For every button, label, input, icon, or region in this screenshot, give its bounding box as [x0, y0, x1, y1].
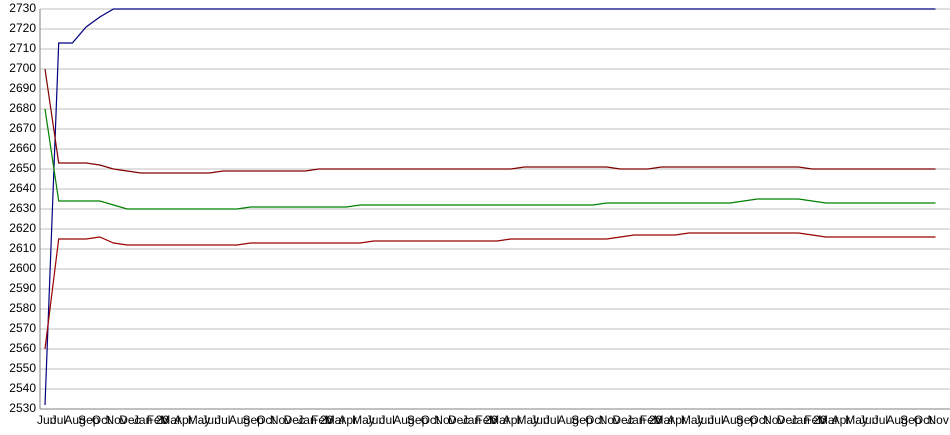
x-tick-label: Oct — [421, 413, 440, 427]
y-tick-label: 2730 — [9, 1, 36, 15]
x-tick-label: Dec — [777, 413, 798, 427]
y-tick-label: 2550 — [9, 361, 36, 375]
y-tick-label: 2650 — [9, 161, 36, 175]
x-tick-label: Jan 20 — [462, 413, 498, 427]
y-tick-label: 2580 — [9, 301, 36, 315]
y-tick-label: 2530 — [9, 401, 36, 415]
x-tick-label: Jul — [51, 413, 66, 427]
x-tick-label: Feb — [640, 413, 661, 427]
x-tick-label: Oct — [914, 413, 933, 427]
x-tick-label: Oct — [92, 413, 111, 427]
x-tick-label: Oct — [256, 413, 275, 427]
x-tick-label: Aug — [886, 413, 907, 427]
x-tick-label: Jul — [380, 413, 395, 427]
y-tick-label: 2600 — [9, 261, 36, 275]
x-tick-label: May — [517, 413, 540, 427]
x-tick-label: Jan 20 — [297, 413, 333, 427]
x-tick-label: Sep — [243, 413, 265, 427]
x-tick-label: May — [188, 413, 211, 427]
x-tick-label: Jun — [37, 413, 56, 427]
y-tick-label: 2620 — [9, 221, 36, 235]
x-tick-label: Nov — [928, 413, 949, 427]
y-tick-label: 2610 — [9, 241, 36, 255]
y-tick-label: 2570 — [9, 321, 36, 335]
x-tick-label: May — [681, 413, 704, 427]
x-tick-label: May — [845, 413, 868, 427]
x-tick-label: Mar — [818, 413, 839, 427]
x-tick-label: Nov — [599, 413, 620, 427]
x-tick-label: Feb — [804, 413, 825, 427]
y-tick-label: 2630 — [9, 201, 36, 215]
x-tick-label: Jun — [859, 413, 878, 427]
line-series — [44, 108, 936, 210]
y-tick-label: 2540 — [9, 381, 36, 395]
x-tick-label: Mar — [489, 413, 510, 427]
x-tick-label: Sep — [78, 413, 100, 427]
x-tick-label: Jul — [873, 413, 888, 427]
x-tick-label: Dec — [612, 413, 633, 427]
x-tick-label: Jul — [544, 413, 559, 427]
y-tick-label: 2640 — [9, 181, 36, 195]
x-tick-label: Apr — [338, 413, 357, 427]
x-tick-label: Mar — [160, 413, 181, 427]
x-tick-label: Nov — [763, 413, 784, 427]
y-tick-label: 2710 — [9, 41, 36, 55]
y-tick-label: 2700 — [9, 61, 36, 75]
x-tick-label: Aug — [722, 413, 743, 427]
line-series — [44, 68, 936, 174]
x-tick-label: Sep — [571, 413, 593, 427]
x-tick-label: Feb — [147, 413, 168, 427]
y-tick-label: 2590 — [9, 281, 36, 295]
x-tick-label: Aug — [393, 413, 414, 427]
x-tick-label: May — [352, 413, 375, 427]
x-tick-label: Sep — [736, 413, 758, 427]
x-tick-label: Jun — [201, 413, 220, 427]
x-tick-label: Jan 20 — [791, 413, 827, 427]
x-tick-label: Dec — [119, 413, 140, 427]
x-tick-label: Nov — [434, 413, 455, 427]
x-tick-label: Dec — [284, 413, 305, 427]
x-tick-label: Jun — [695, 413, 714, 427]
x-tick-label: Apr — [174, 413, 193, 427]
x-tick-label: Jun — [366, 413, 385, 427]
y-tick-label: 2720 — [9, 21, 36, 35]
x-tick-label: Apr — [503, 413, 522, 427]
line-series — [44, 8, 936, 406]
y-tick-label: 2680 — [9, 101, 36, 115]
x-tick-label: Jul — [708, 413, 723, 427]
x-tick-label: Jan 20 — [133, 413, 169, 427]
y-tick-label: 2560 — [9, 341, 36, 355]
line-series — [44, 232, 936, 350]
x-tick-label: Sep — [407, 413, 429, 427]
x-tick-label: Jun — [530, 413, 549, 427]
x-tick-label: Aug — [229, 413, 250, 427]
x-tick-label: Dec — [448, 413, 469, 427]
x-tick-label: Aug — [558, 413, 579, 427]
y-tick-label: 2670 — [9, 121, 36, 135]
x-tick-label: Nov — [270, 413, 291, 427]
x-tick-label: Jan 20 — [626, 413, 662, 427]
x-tick-label: Nov — [106, 413, 127, 427]
x-tick-label: Oct — [585, 413, 604, 427]
x-tick-label: Jul — [215, 413, 230, 427]
y-tick-label: 2660 — [9, 141, 36, 155]
x-tick-label: Mar — [325, 413, 346, 427]
x-tick-label: Feb — [475, 413, 496, 427]
x-tick-label: Apr — [832, 413, 851, 427]
x-tick-label: Mar — [654, 413, 675, 427]
x-tick-label: Feb — [311, 413, 332, 427]
x-tick-label: Aug — [64, 413, 85, 427]
x-tick-label: Apr — [667, 413, 686, 427]
x-tick-label: Oct — [749, 413, 768, 427]
y-tick-label: 2690 — [9, 81, 36, 95]
x-tick-label: Sep — [900, 413, 922, 427]
